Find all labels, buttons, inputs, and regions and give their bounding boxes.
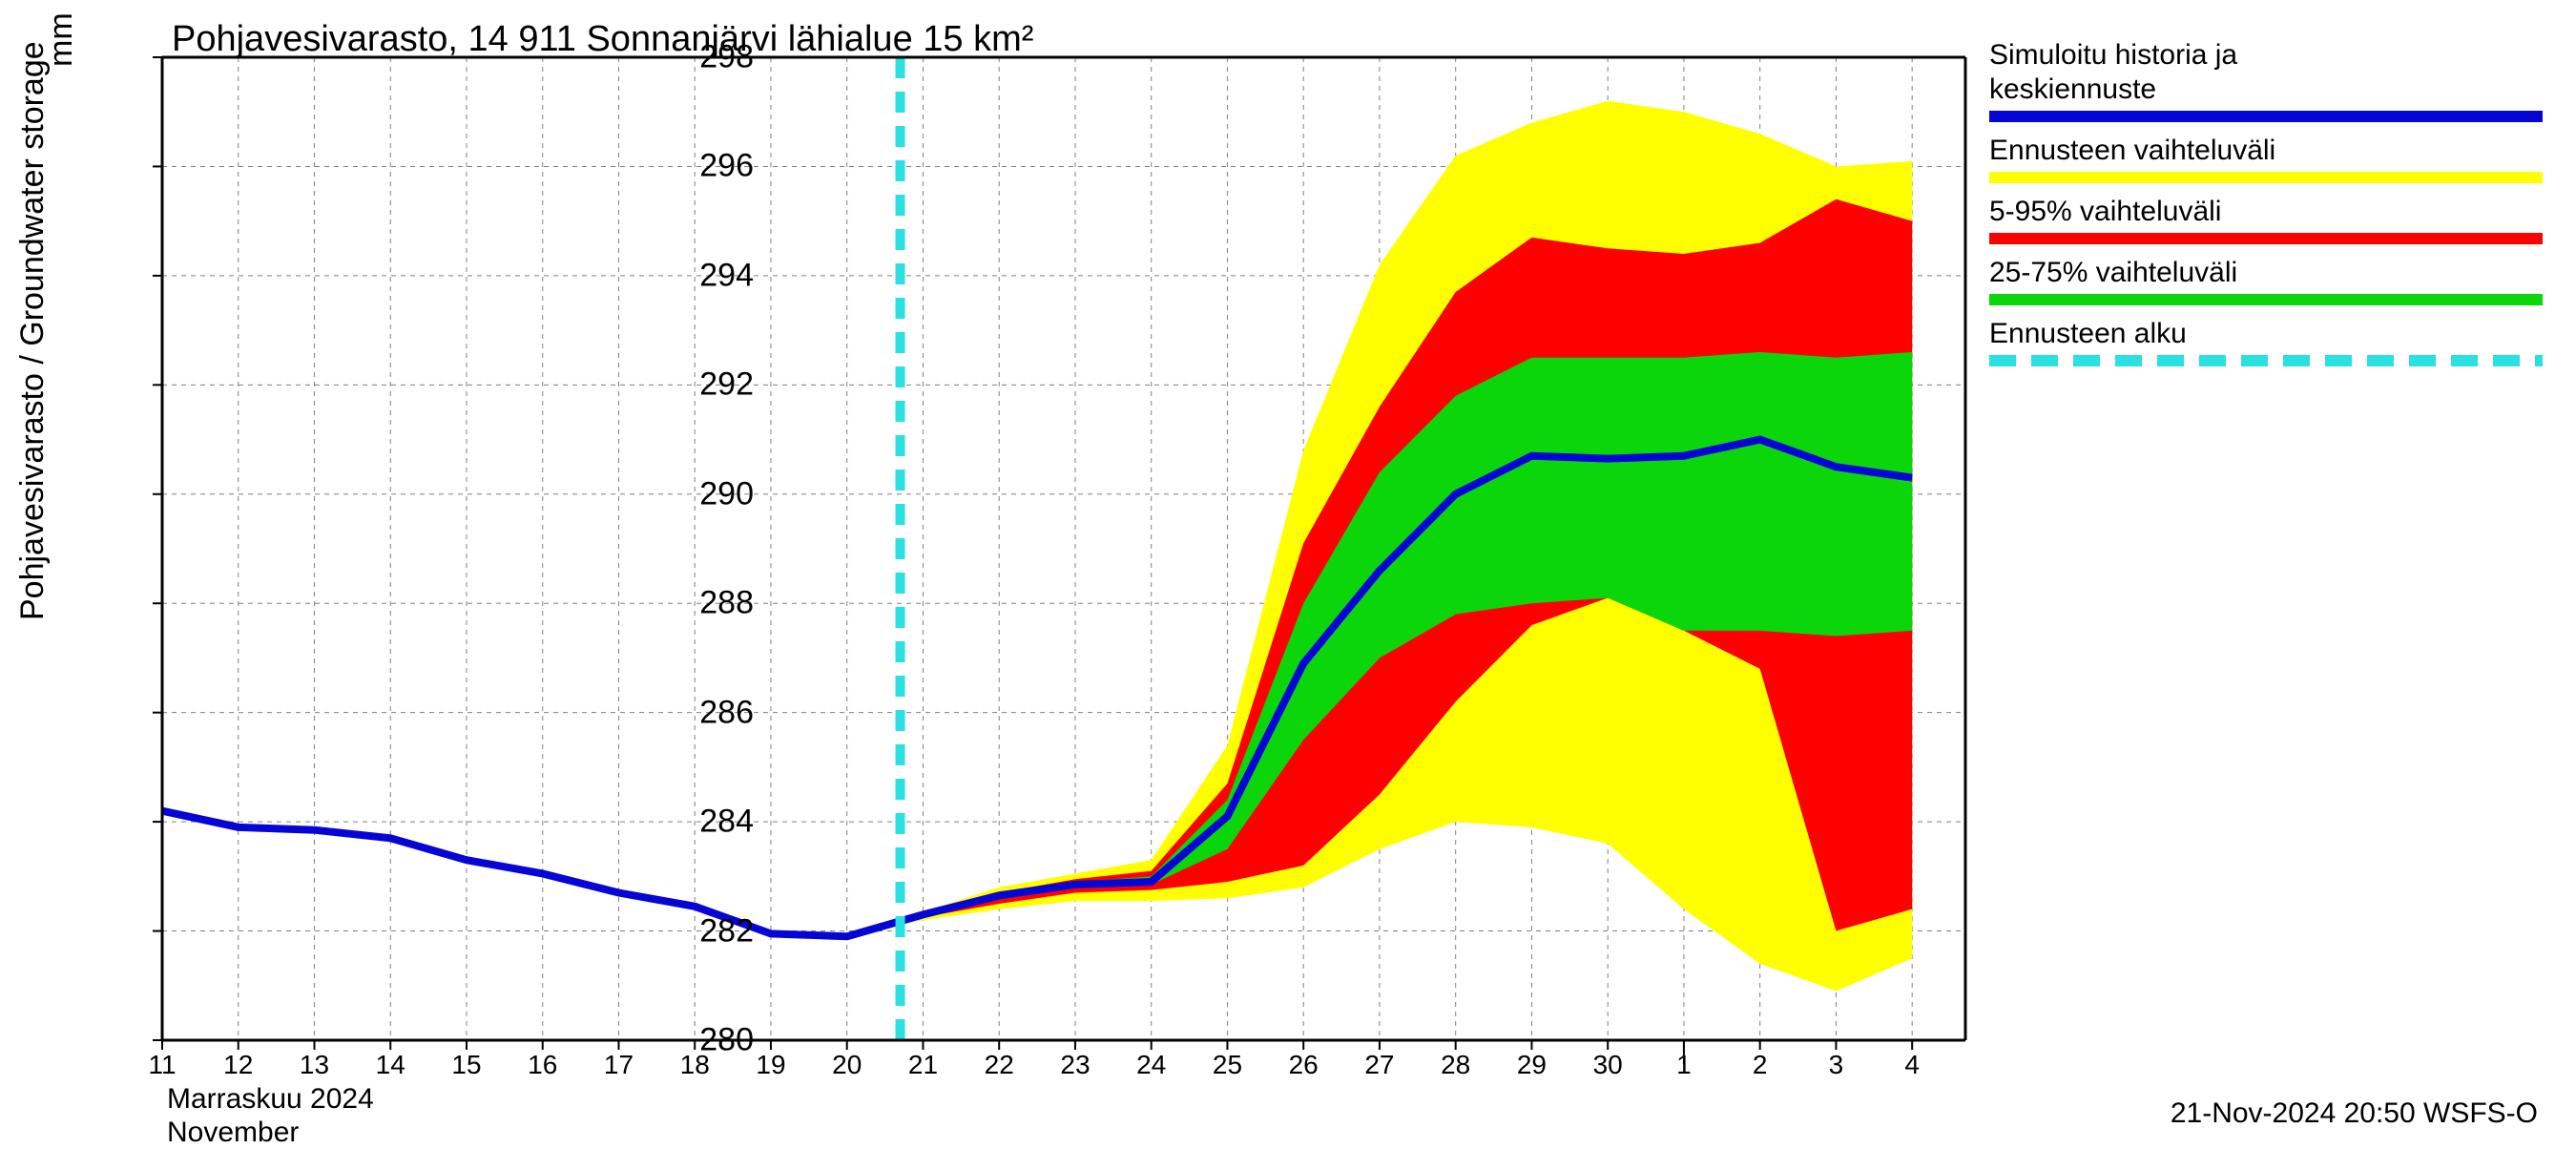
legend-item-blue: Simuloitu historia ja keskiennuste <box>1989 38 2552 122</box>
legend-swatch-cyan <box>1989 355 2543 366</box>
x-tick-label: 1 <box>1676 1050 1692 1080</box>
chart-area <box>162 57 1965 1040</box>
x-tick-label: 20 <box>832 1050 862 1080</box>
x-tick-label: 13 <box>300 1050 329 1080</box>
x-tick-label: 21 <box>908 1050 938 1080</box>
x-tick-label: 25 <box>1213 1050 1242 1080</box>
x-month-en: November <box>167 1117 299 1149</box>
legend-item-cyan: Ennusteen alku <box>1989 317 2552 366</box>
x-tick-label: 26 <box>1289 1050 1319 1080</box>
x-tick-label: 15 <box>451 1050 481 1080</box>
x-tick-label: 18 <box>680 1050 710 1080</box>
legend-label: keskiennuste <box>1989 73 2552 107</box>
footer-timestamp: 21-Nov-2024 20:50 WSFS-O <box>2171 1097 2538 1130</box>
legend-item-red: 5-95% vaihteluväli <box>1989 195 2552 244</box>
legend-swatch-blue <box>1989 111 2543 122</box>
legend-swatch-yellow <box>1989 172 2543 183</box>
x-tick-label: 3 <box>1829 1050 1844 1080</box>
legend-label: 25-75% vaihteluväli <box>1989 256 2552 290</box>
x-tick-label: 11 <box>148 1050 176 1080</box>
y-tick-label: 284 <box>699 804 754 841</box>
y-tick-label: 296 <box>699 148 754 185</box>
x-tick-label: 16 <box>528 1050 557 1080</box>
x-tick-label: 29 <box>1517 1050 1547 1080</box>
x-tick-label: 24 <box>1136 1050 1166 1080</box>
y-axis-unit: mm <box>43 12 80 67</box>
y-axis-label: Pohjavesivarasto / Groundwater storage <box>14 41 52 620</box>
x-tick-label: 30 <box>1593 1050 1623 1080</box>
x-tick-label: 14 <box>376 1050 405 1080</box>
y-tick-label: 290 <box>699 475 754 512</box>
x-tick-label: 28 <box>1441 1050 1470 1080</box>
x-tick-label: 23 <box>1060 1050 1090 1080</box>
x-tick-label: 17 <box>604 1050 634 1080</box>
y-tick-label: 294 <box>699 257 754 294</box>
legend: Simuloitu historia ja keskiennuste Ennus… <box>1989 38 2552 378</box>
legend-label: Ennusteen vaihteluväli <box>1989 134 2552 168</box>
legend-label: 5-95% vaihteluväli <box>1989 195 2552 229</box>
y-tick-label: 292 <box>699 366 754 404</box>
legend-label: Ennusteen alku <box>1989 317 2552 351</box>
legend-swatch-red <box>1989 233 2543 244</box>
y-tick-label: 288 <box>699 585 754 622</box>
y-tick-label: 282 <box>699 912 754 950</box>
chart-title: Pohjavesivarasto, 14 911 Sonnanjärvi läh… <box>172 19 1033 60</box>
x-tick-label: 12 <box>223 1050 253 1080</box>
y-tick-label: 286 <box>699 694 754 731</box>
legend-item-green: 25-75% vaihteluväli <box>1989 256 2552 305</box>
x-month-fi: Marraskuu 2024 <box>167 1083 374 1116</box>
legend-item-yellow: Ennusteen vaihteluväli <box>1989 134 2552 183</box>
x-tick-label: 4 <box>1904 1050 1920 1080</box>
x-tick-label: 22 <box>985 1050 1014 1080</box>
x-tick-label: 27 <box>1364 1050 1394 1080</box>
legend-swatch-green <box>1989 294 2543 305</box>
plot-svg <box>162 57 1965 1040</box>
x-tick-label: 19 <box>756 1050 785 1080</box>
y-tick-label: 298 <box>699 39 754 76</box>
legend-label: Simuloitu historia ja <box>1989 38 2552 73</box>
x-tick-label: 2 <box>1753 1050 1768 1080</box>
